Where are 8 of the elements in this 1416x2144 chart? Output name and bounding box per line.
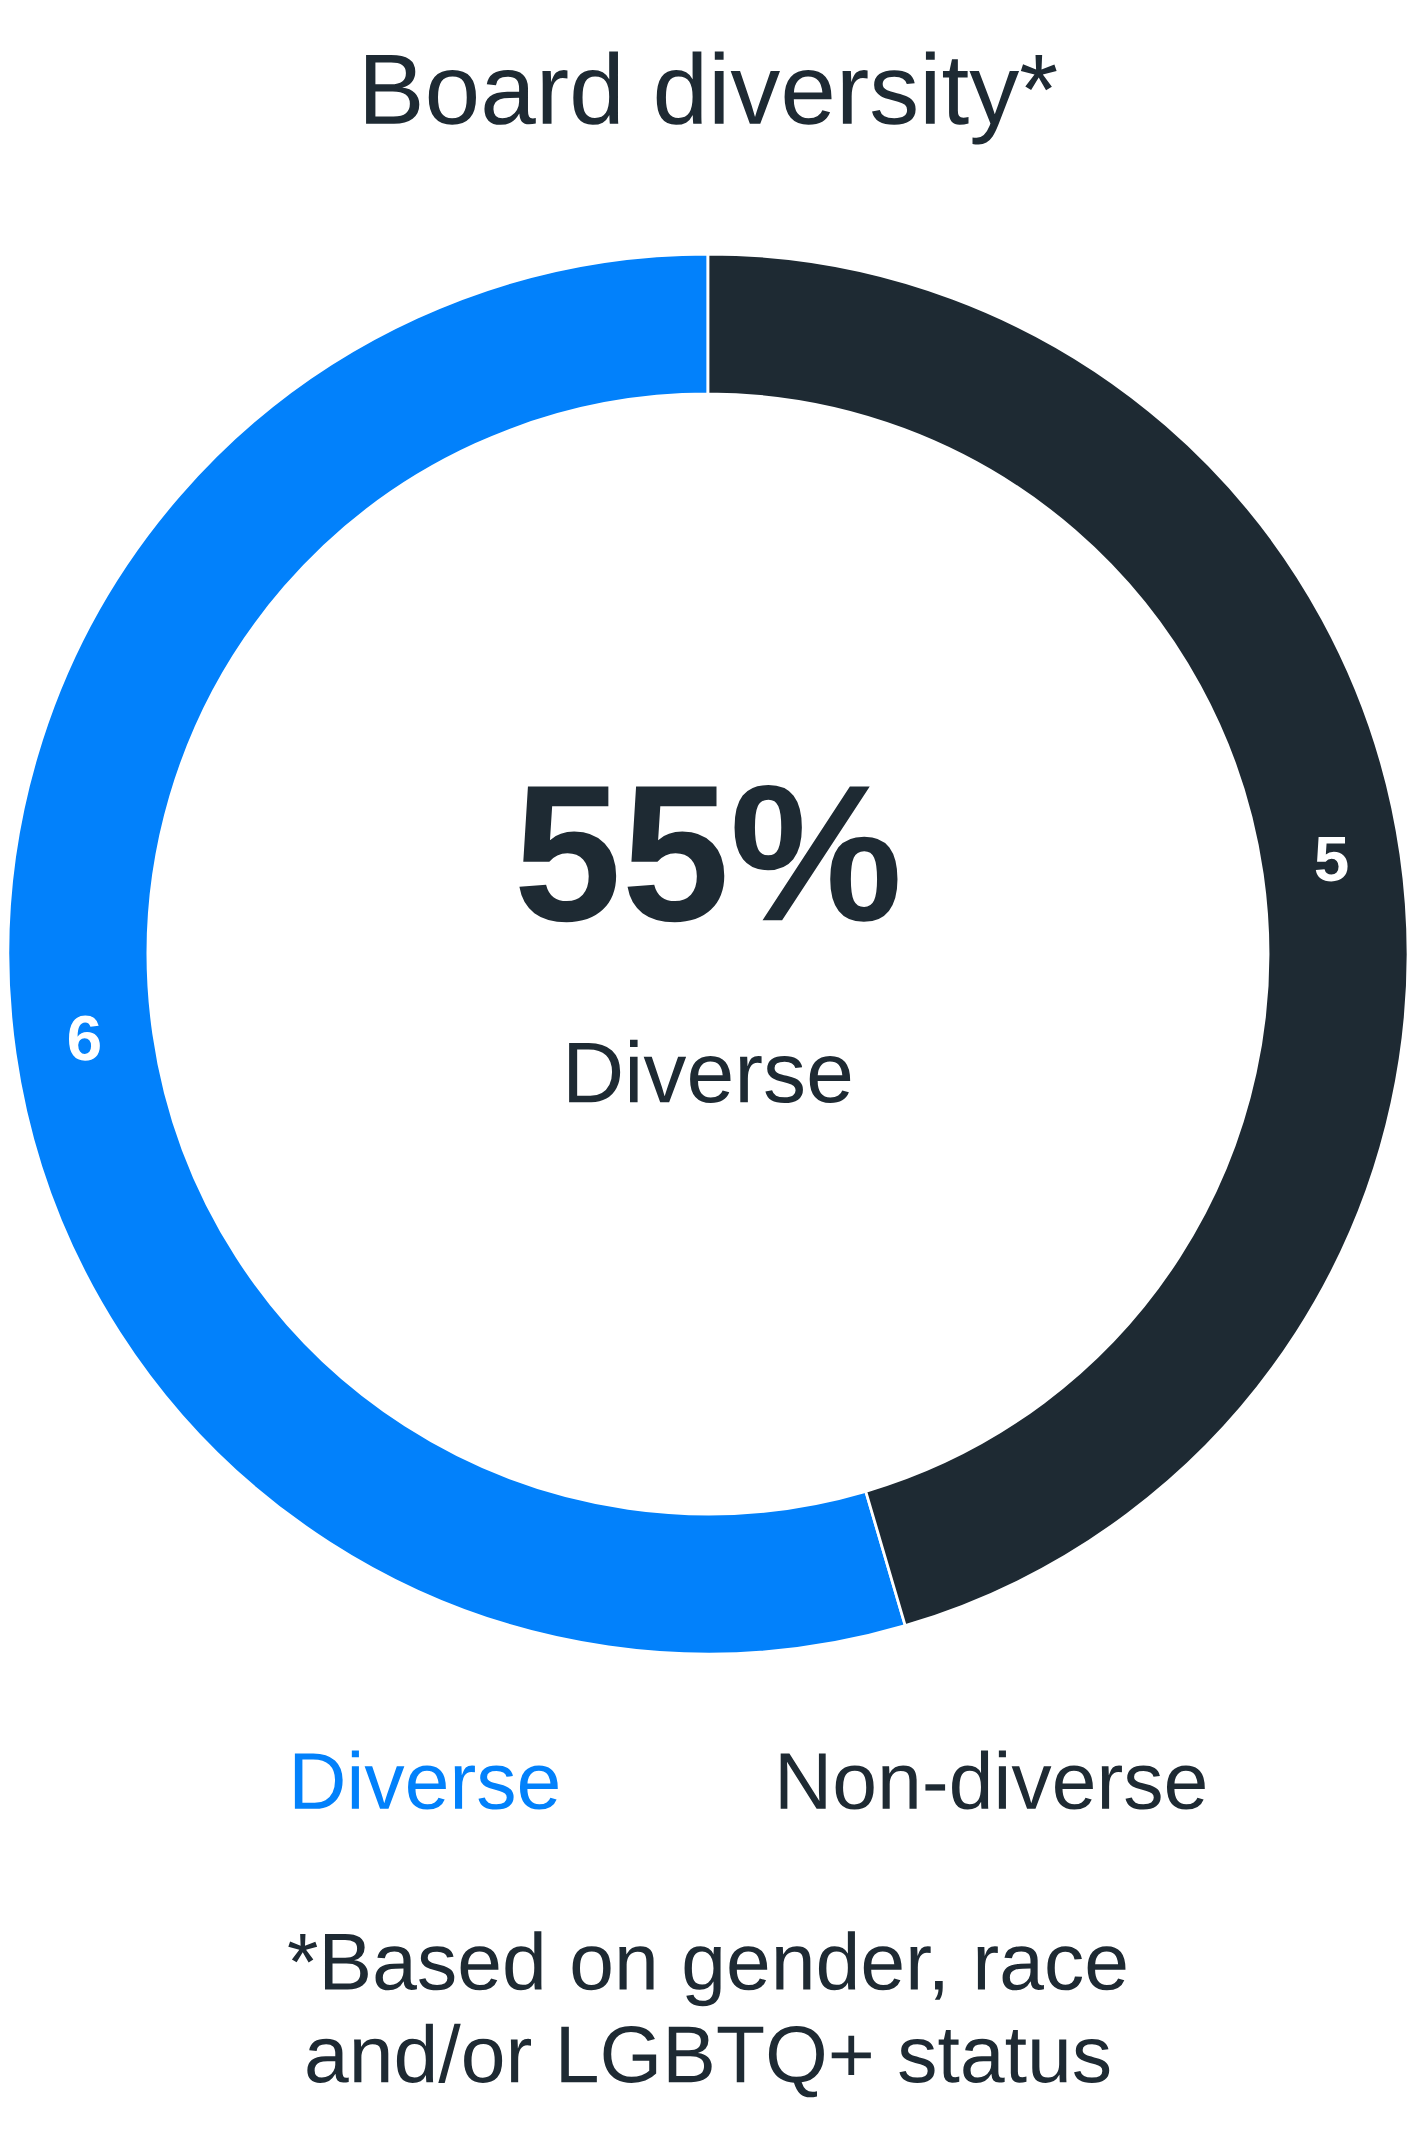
slice-label: Diverse bbox=[294, 1750, 558, 1810]
chart-title: Board diversity* bbox=[366, 51, 1057, 145]
text: *Based on gender, race and/or LGBTQ+ status bbox=[288, 1931, 1126, 2098]
text: Diverse bbox=[569, 1039, 851, 1104]
slice-label: Non-diverse bbox=[780, 1750, 1205, 1810]
data-label: 6 bbox=[68, 1015, 100, 1061]
data-label: 5 bbox=[1315, 836, 1348, 882]
text: 55% bbox=[519, 784, 898, 923]
